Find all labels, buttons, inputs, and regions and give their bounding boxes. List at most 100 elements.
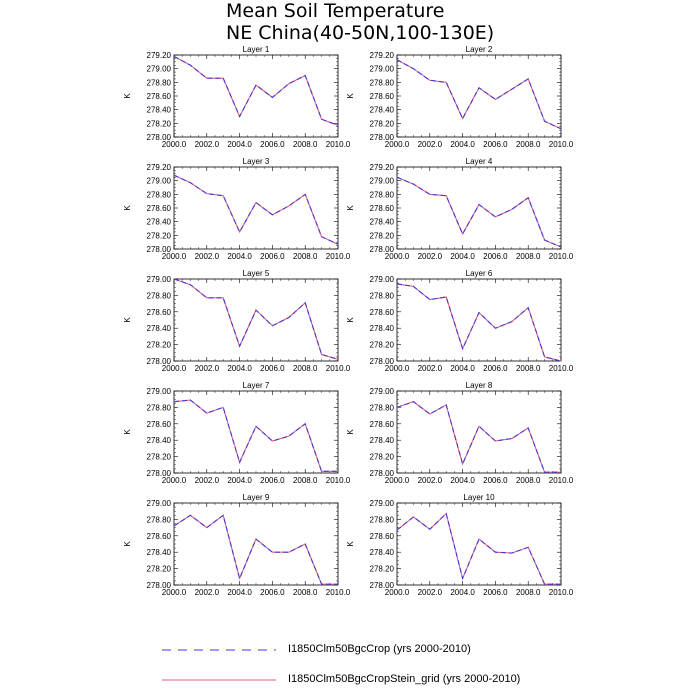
y-tick-label: 279.20: [370, 51, 395, 60]
y-tick-label: 278.00: [370, 581, 395, 590]
x-tick-label: 2010.0: [326, 252, 351, 261]
series-line-bgccrop: [396, 176, 562, 248]
y-tick-label: 278.60: [147, 92, 172, 101]
series-line-bgccropstein: [396, 59, 562, 130]
y-tick-label: 278.40: [370, 436, 395, 445]
panel-title: Layer 10: [463, 493, 495, 502]
panel-layer-10: Layer 10 K 278.00 278.20 278.40 278.60 278.80 2…: [346, 493, 574, 597]
x-tick-label: 2000.0: [385, 252, 410, 261]
panel-title: Layer 7: [243, 381, 270, 390]
y-tick-label: 278.80: [147, 190, 172, 199]
series-line-bgccropstein: [396, 176, 562, 248]
x-tick-label: 2004.0: [227, 252, 252, 261]
x-tick-label: 2002.0: [195, 588, 220, 597]
y-tick-label: 278.60: [147, 308, 172, 317]
y-tick-label: 279.20: [147, 163, 172, 172]
series-line-bgccrop: [173, 174, 339, 245]
y-axis-label: K: [346, 317, 355, 323]
x-tick-label: 2008.0: [293, 252, 318, 261]
series-line-bgccrop: [173, 278, 339, 360]
x-tick-label: 2006.0: [483, 364, 508, 373]
y-tick-label: 278.60: [147, 532, 172, 541]
x-tick-label: 2000.0: [385, 364, 410, 373]
y-axis-label: K: [123, 317, 132, 323]
y-tick-label: 278.00: [370, 245, 395, 254]
y-tick-label: 278.60: [370, 92, 395, 101]
x-tick-label: 2000.0: [385, 588, 410, 597]
x-tick-label: 2002.0: [418, 588, 443, 597]
x-tick-label: 2010.0: [326, 364, 351, 373]
y-tick-label: 278.60: [370, 308, 395, 317]
series-line-bgccrop: [173, 55, 339, 126]
panel-frame: [173, 166, 339, 250]
y-tick-label: 278.40: [147, 324, 172, 333]
x-tick-label: 2002.0: [418, 140, 443, 149]
x-tick-label: 2004.0: [450, 476, 475, 485]
x-tick-label: 2008.0: [293, 476, 318, 485]
y-tick-label: 279.00: [147, 387, 172, 396]
legend-line-1: [162, 649, 276, 651]
x-tick-label: 2008.0: [516, 140, 541, 149]
panel-layer-2: Layer 2 K 278.00 278.20 278.40 278.60 278.80 27…: [346, 45, 574, 149]
x-tick-label: 2002.0: [418, 476, 443, 485]
y-tick-label: 278.40: [147, 106, 172, 115]
panel-frame: [396, 166, 562, 250]
y-tick-label: 278.60: [147, 204, 172, 213]
x-tick-label: 2002.0: [418, 364, 443, 373]
series-line-bgccropstein: [173, 399, 338, 472]
x-tick-label: 2004.0: [450, 364, 475, 373]
series-line-bgccrop: [173, 399, 338, 472]
series-line-bgccropstein: [173, 174, 339, 245]
panel-title: Layer 8: [466, 381, 493, 390]
x-tick-label: 2006.0: [260, 140, 285, 149]
panel-frame: [396, 502, 562, 586]
y-tick-label: 278.80: [370, 403, 395, 412]
x-tick-label: 2004.0: [227, 476, 252, 485]
x-tick-label: 2000.0: [162, 476, 187, 485]
y-axis-label: K: [346, 429, 355, 435]
panel-title: Layer 6: [466, 269, 493, 278]
x-tick-label: 2002.0: [195, 364, 220, 373]
y-tick-label: 278.00: [147, 357, 172, 366]
x-tick-label: 2004.0: [450, 140, 475, 149]
y-tick-label: 278.20: [370, 231, 395, 240]
y-tick-label: 278.60: [370, 204, 395, 213]
x-tick-label: 2010.0: [326, 588, 351, 597]
y-tick-label: 278.00: [147, 469, 172, 478]
x-tick-label: 2006.0: [260, 252, 285, 261]
y-tick-label: 278.20: [370, 341, 395, 350]
y-tick-label: 278.40: [147, 548, 172, 557]
x-tick-label: 2004.0: [227, 140, 252, 149]
y-tick-label: 278.20: [147, 231, 172, 240]
x-tick-label: 2010.0: [326, 140, 351, 149]
title-line-2: NE China(40-50N,100-130E): [226, 22, 495, 44]
panel-frame: [396, 54, 562, 138]
y-tick-label: 278.00: [370, 133, 395, 142]
panel-frame: [173, 502, 339, 586]
series-line-bgccropstein: [396, 283, 562, 362]
y-tick-label: 278.80: [147, 403, 172, 412]
x-tick-label: 2000.0: [385, 476, 410, 485]
x-tick-label: 2006.0: [483, 252, 508, 261]
y-tick-label: 278.80: [370, 515, 395, 524]
y-tick-label: 278.60: [370, 420, 395, 429]
panel-frame: [396, 278, 562, 362]
x-tick-label: 2006.0: [483, 588, 508, 597]
y-tick-label: 279.00: [147, 177, 172, 186]
chart-title: Mean Soil Temperature NE China(40-50N,10…: [226, 0, 546, 44]
y-tick-label: 278.80: [370, 291, 395, 300]
x-tick-label: 2010.0: [549, 140, 574, 149]
y-tick-label: 278.40: [370, 218, 395, 227]
y-tick-label: 279.00: [370, 275, 395, 284]
panel-title: Layer 9: [243, 493, 270, 502]
x-tick-label: 2010.0: [549, 588, 574, 597]
series-line-bgccropstein: [173, 514, 338, 585]
x-tick-label: 2010.0: [549, 252, 574, 261]
y-tick-label: 278.80: [147, 291, 172, 300]
y-tick-label: 278.60: [147, 420, 172, 429]
x-tick-label: 2008.0: [293, 140, 318, 149]
y-axis-label: K: [346, 541, 355, 547]
y-tick-label: 278.40: [370, 324, 395, 333]
series-line-bgccropstein: [396, 401, 561, 473]
